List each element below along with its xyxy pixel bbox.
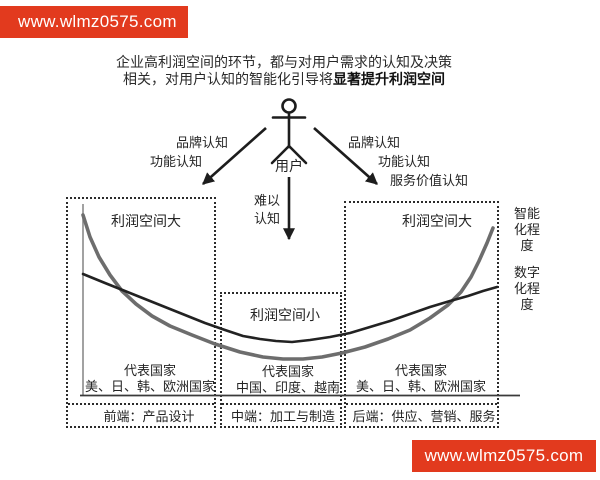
right-representative-countries: 代表国家 美、日、韩、欧洲国家 xyxy=(356,363,486,395)
front-end-box-divider xyxy=(68,403,214,405)
left-rep-countries: 美、日、韩、欧洲国家 xyxy=(84,379,216,394)
user-stick-figure xyxy=(270,98,308,165)
title-line-2: 相关，对用户认知的智能化引导将显著提升利润空间 xyxy=(116,71,452,88)
digital-degree-label: 数字 化程 度 xyxy=(507,265,547,313)
middle-rep-countries: 中国、印度、越南 xyxy=(235,380,341,395)
left-function-cognition-label: 功能认知 xyxy=(149,154,203,169)
arrow-left-cognition xyxy=(202,127,267,185)
hard-to-recognize-line-1: 难以 xyxy=(253,193,281,208)
middle-box-divider xyxy=(222,403,340,405)
watermark-url-top: www.wlmz0575.com xyxy=(18,12,177,31)
middle-rep-title: 代表国家 xyxy=(261,364,315,379)
hard-to-recognize-line-2: 认知 xyxy=(253,211,281,226)
watermark-url-bottom: www.wlmz0575.com xyxy=(424,446,584,465)
front-end-stage-label: 前端：产品设计 xyxy=(103,409,195,424)
intelligence-degree-line-1: 智能 xyxy=(513,206,540,221)
figure-right-leg xyxy=(287,144,308,165)
right-service-value-cognition-label: 服务价值认知 xyxy=(389,173,469,188)
back-end-section-box xyxy=(344,201,499,428)
intelligence-degree-line-2: 化程 xyxy=(513,222,540,237)
title-line-1: 企业高利润空间的环节，都与对用户需求的认知及决策 xyxy=(116,54,452,70)
user-label: 用户 xyxy=(275,158,303,174)
right-profit-label: 利润空间大 xyxy=(402,213,472,229)
watermark-banner-top: www.wlmz0575.com xyxy=(0,6,188,38)
digital-degree-line-1: 数字 xyxy=(513,265,540,280)
diagram-title: 企业高利润空间的环节，都与对用户需求的认知及决策 相关，对用户认知的智能化引导将… xyxy=(116,54,452,88)
digital-degree-line-3: 度 xyxy=(520,297,534,312)
right-rep-countries: 美、日、韩、欧洲国家 xyxy=(355,379,487,394)
left-representative-countries: 代表国家 美、日、韩、欧洲国家 xyxy=(85,363,215,395)
left-profit-label: 利润空间大 xyxy=(111,213,181,229)
hard-to-recognize-label: 难以 认知 xyxy=(254,192,280,228)
curve-digital xyxy=(81,272,499,344)
front-end-section-box xyxy=(66,197,216,428)
intelligence-degree-line-3: 度 xyxy=(520,238,534,253)
right-rep-title: 代表国家 xyxy=(394,363,448,378)
right-brand-cognition-label: 品牌认知 xyxy=(347,135,401,150)
smile-curves-layer xyxy=(81,213,499,361)
figure-head xyxy=(281,98,297,114)
right-function-cognition-label: 功能认知 xyxy=(377,154,431,169)
title-line-2-normal: 相关，对用户认知的智能化引导将 xyxy=(123,71,333,87)
middle-stage-label: 中端：加工与制造 xyxy=(230,409,336,424)
back-end-stage-label: 后端：供应、营销、服务 xyxy=(352,409,496,424)
figure-left-leg xyxy=(270,144,291,165)
left-brand-cognition-label: 品牌认知 xyxy=(175,135,229,150)
middle-profit-label: 利润空间小 xyxy=(250,307,320,323)
digital-degree-line-2: 化程 xyxy=(513,281,540,296)
left-rep-title: 代表国家 xyxy=(123,363,177,378)
middle-representative-countries: 代表国家 中国、印度、越南 xyxy=(236,364,340,396)
intelligence-degree-label: 智能 化程 度 xyxy=(507,206,547,254)
arrow-right-cognition xyxy=(313,127,378,185)
middle-section-box xyxy=(220,292,342,428)
back-end-box-divider xyxy=(346,403,497,405)
title-line-2-bold: 显著提升利润空间 xyxy=(333,71,445,87)
curve-intelligence xyxy=(81,213,495,361)
watermark-banner-bottom: www.wlmz0575.com xyxy=(412,440,596,472)
